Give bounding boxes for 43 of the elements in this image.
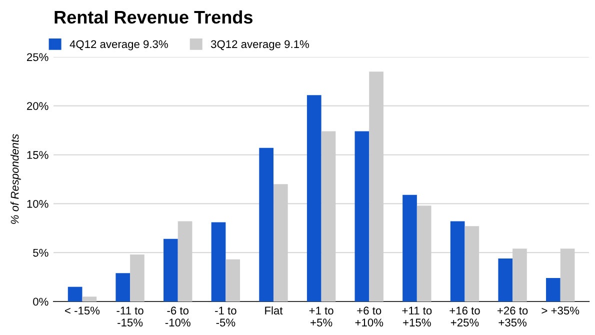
x-tick-label: +11 to +15% <box>402 306 432 326</box>
bar <box>369 72 384 302</box>
bar <box>450 221 465 302</box>
bar <box>130 254 144 302</box>
y-tick-label: 10% <box>27 200 48 208</box>
y-axis-title: % of Respondents <box>10 134 21 224</box>
bar <box>226 259 240 302</box>
x-tick-label: +16 to +25% <box>450 306 480 326</box>
y-tick-label: 5% <box>33 248 48 257</box>
bar <box>560 248 575 302</box>
x-tick-label: +26 to +35% <box>497 306 528 326</box>
bar <box>259 148 274 302</box>
bar <box>321 131 336 302</box>
bar <box>116 273 130 302</box>
bar <box>402 194 417 302</box>
x-tick-label: Flat <box>265 306 283 315</box>
x-tick-label: < -15% <box>65 306 100 315</box>
legend-label: 3Q12 average 9.1% <box>210 40 309 50</box>
bar <box>416 206 432 302</box>
x-tick-label: > +35% <box>542 306 580 315</box>
chart-title: Rental Revenue Trends <box>54 10 252 24</box>
bar <box>178 221 192 302</box>
bar <box>273 184 288 302</box>
bar <box>211 222 226 302</box>
y-tick-label: 15% <box>27 151 48 159</box>
bar <box>512 248 527 302</box>
bar <box>546 278 560 302</box>
bar <box>164 238 178 302</box>
y-tick-label: 20% <box>27 102 48 110</box>
x-tick-label: -6 to -10% <box>165 306 190 326</box>
x-tick-label: -11 to -15% <box>116 306 144 326</box>
bar <box>306 95 322 302</box>
y-tick-label: 0% <box>33 298 48 306</box>
x-tick-label: -1 to -5% <box>215 306 236 326</box>
bar <box>464 226 480 302</box>
x-tick-label: +6 to +10% <box>355 306 384 326</box>
bar <box>82 296 97 302</box>
bar <box>354 131 370 302</box>
bar <box>498 258 513 302</box>
bar <box>68 286 82 302</box>
x-tick-label: +1 to +5% <box>309 306 334 326</box>
y-tick-label: 25% <box>27 53 48 62</box>
legend-label: 4Q12 average 9.3% <box>70 40 168 50</box>
